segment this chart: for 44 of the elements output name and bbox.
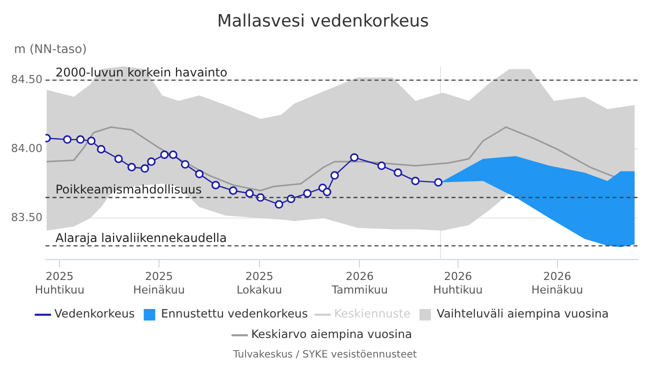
x-tick-label: 2025 Heinäkuu xyxy=(133,270,185,296)
ref-line-label: Poikkeamismahdollisuus xyxy=(55,182,202,197)
legend-label: Vaihteluväli aiempina vuosina xyxy=(436,306,609,321)
point xyxy=(168,150,178,159)
point xyxy=(411,176,420,186)
chart-title: Mallasvesi vedenkorkeus xyxy=(217,12,430,32)
point xyxy=(303,189,312,198)
legend-label: Ennustettu vedenkorkeus xyxy=(160,306,308,321)
x-tick-label: 2026 Tammikuu xyxy=(330,270,388,296)
point xyxy=(211,180,220,190)
x-tick-label: 2025 Huhtikuu xyxy=(34,270,84,296)
point xyxy=(180,160,190,169)
point xyxy=(274,200,284,209)
x-tick-label: 2025 Lokakuu xyxy=(236,270,282,296)
y-tick-label: 84.50 xyxy=(10,73,42,86)
point xyxy=(228,186,238,195)
ref-line-label: 2000-luvun korkein havainto xyxy=(55,65,228,80)
ref-line-label: Alaraja laivaliikennekaudella xyxy=(55,230,227,245)
text: Tulvakeskus / SYKE vesistöennusteet xyxy=(232,350,417,361)
point xyxy=(330,171,339,180)
point xyxy=(286,194,296,204)
point xyxy=(350,153,359,162)
y-axis-title: m (NN-taso) xyxy=(14,42,87,56)
point xyxy=(245,189,254,198)
point xyxy=(63,135,72,144)
point xyxy=(87,136,96,146)
x-tick-label: 2026 Huhtikuu xyxy=(433,270,483,296)
point xyxy=(76,135,85,144)
point xyxy=(394,168,402,177)
point xyxy=(127,162,136,172)
point xyxy=(140,164,150,173)
y-tick-label: 83.50 xyxy=(10,211,42,224)
point xyxy=(114,154,123,164)
y-tick-label: 84.00 xyxy=(10,142,42,156)
legend-label: Keskiarvo aiempina vuosina xyxy=(251,327,412,342)
point xyxy=(147,157,156,166)
legend-label: Vedenkorkeus xyxy=(54,306,135,321)
point xyxy=(377,162,386,170)
point xyxy=(160,150,169,159)
point xyxy=(322,188,332,196)
point xyxy=(434,178,443,187)
x-tick-label: 2026 Heinäkuu xyxy=(531,270,584,296)
point xyxy=(96,144,106,154)
point xyxy=(195,170,204,178)
